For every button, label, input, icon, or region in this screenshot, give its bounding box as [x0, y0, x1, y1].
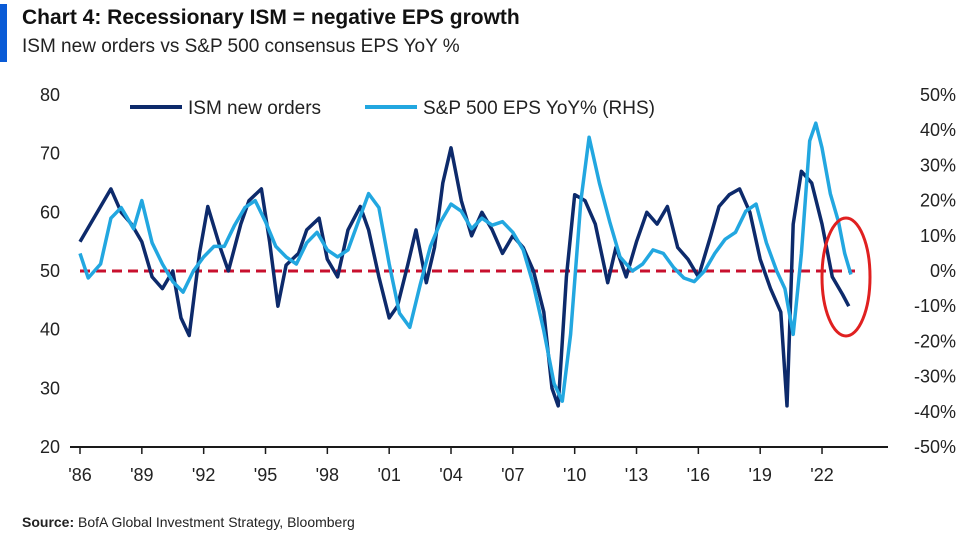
right-tick-label: -30% — [914, 367, 956, 387]
x-tick-label: '98 — [316, 465, 339, 485]
left-axis-ticks: 80 70 60 50 40 30 20 — [40, 85, 60, 457]
series-line-sp500-eps-yoy — [78, 121, 853, 403]
x-axis-ticks: '86 '89 '92 '95 '98 '01 '04 '07 '10 '13 '16 '19 '22 — [68, 447, 834, 485]
left-tick-label: 60 — [40, 202, 60, 222]
right-tick-label: 10% — [920, 226, 956, 246]
x-tick-label: '01 — [377, 465, 400, 485]
chart-subtitle: ISM new orders vs S&P 500 consensus EPS … — [22, 36, 460, 57]
right-axis-ticks: 50% 40% 30% 20% 10% 0% -10% -20% -30% -40% -50% — [914, 85, 956, 457]
x-tick-label: '86 — [68, 465, 91, 485]
x-tick-label: '95 — [254, 465, 277, 485]
right-tick-label: -50% — [914, 437, 956, 457]
right-tick-label: -40% — [914, 402, 956, 422]
right-tick-label: 50% — [920, 85, 956, 105]
series-line-ism-new-orders — [78, 146, 851, 408]
left-tick-label: 50 — [40, 261, 60, 281]
left-tick-label: 20 — [40, 437, 60, 457]
right-tick-label: 0% — [930, 261, 956, 281]
left-tick-label: 70 — [40, 144, 60, 164]
right-tick-label: 30% — [920, 155, 956, 175]
right-tick-label: 40% — [920, 120, 956, 140]
x-tick-label: '22 — [810, 465, 833, 485]
x-tick-label: '10 — [563, 465, 586, 485]
source-note: Source: BofA Global Investment Strategy,… — [22, 514, 355, 530]
x-tick-label: '07 — [501, 465, 524, 485]
left-tick-label: 80 — [40, 85, 60, 105]
right-tick-label: -10% — [914, 296, 956, 316]
left-tick-label: 40 — [40, 320, 60, 340]
x-tick-label: '16 — [687, 465, 710, 485]
x-tick-label: '89 — [130, 465, 153, 485]
right-tick-label: -20% — [914, 331, 956, 351]
highlight-circle — [820, 216, 872, 338]
x-tick-label: '04 — [439, 465, 462, 485]
chart-title: Chart 4: Recessionary ISM = negative EPS… — [22, 6, 520, 29]
legend-label-ism: ISM new orders — [188, 98, 321, 119]
series-group — [78, 121, 853, 408]
x-tick-label: '92 — [192, 465, 215, 485]
left-tick-label: 30 — [40, 378, 60, 398]
legend: ISM new orders S&P 500 EPS YoY% (RHS) — [130, 98, 655, 119]
x-tick-label: '19 — [748, 465, 771, 485]
legend-label-eps: S&P 500 EPS YoY% (RHS) — [423, 98, 655, 119]
right-tick-label: 20% — [920, 191, 956, 211]
title-accent-bar — [0, 4, 7, 62]
x-tick-label: '13 — [625, 465, 648, 485]
source-text: BofA Global Investment Strategy, Bloombe… — [78, 514, 355, 530]
source-label: Source: — [22, 514, 75, 530]
